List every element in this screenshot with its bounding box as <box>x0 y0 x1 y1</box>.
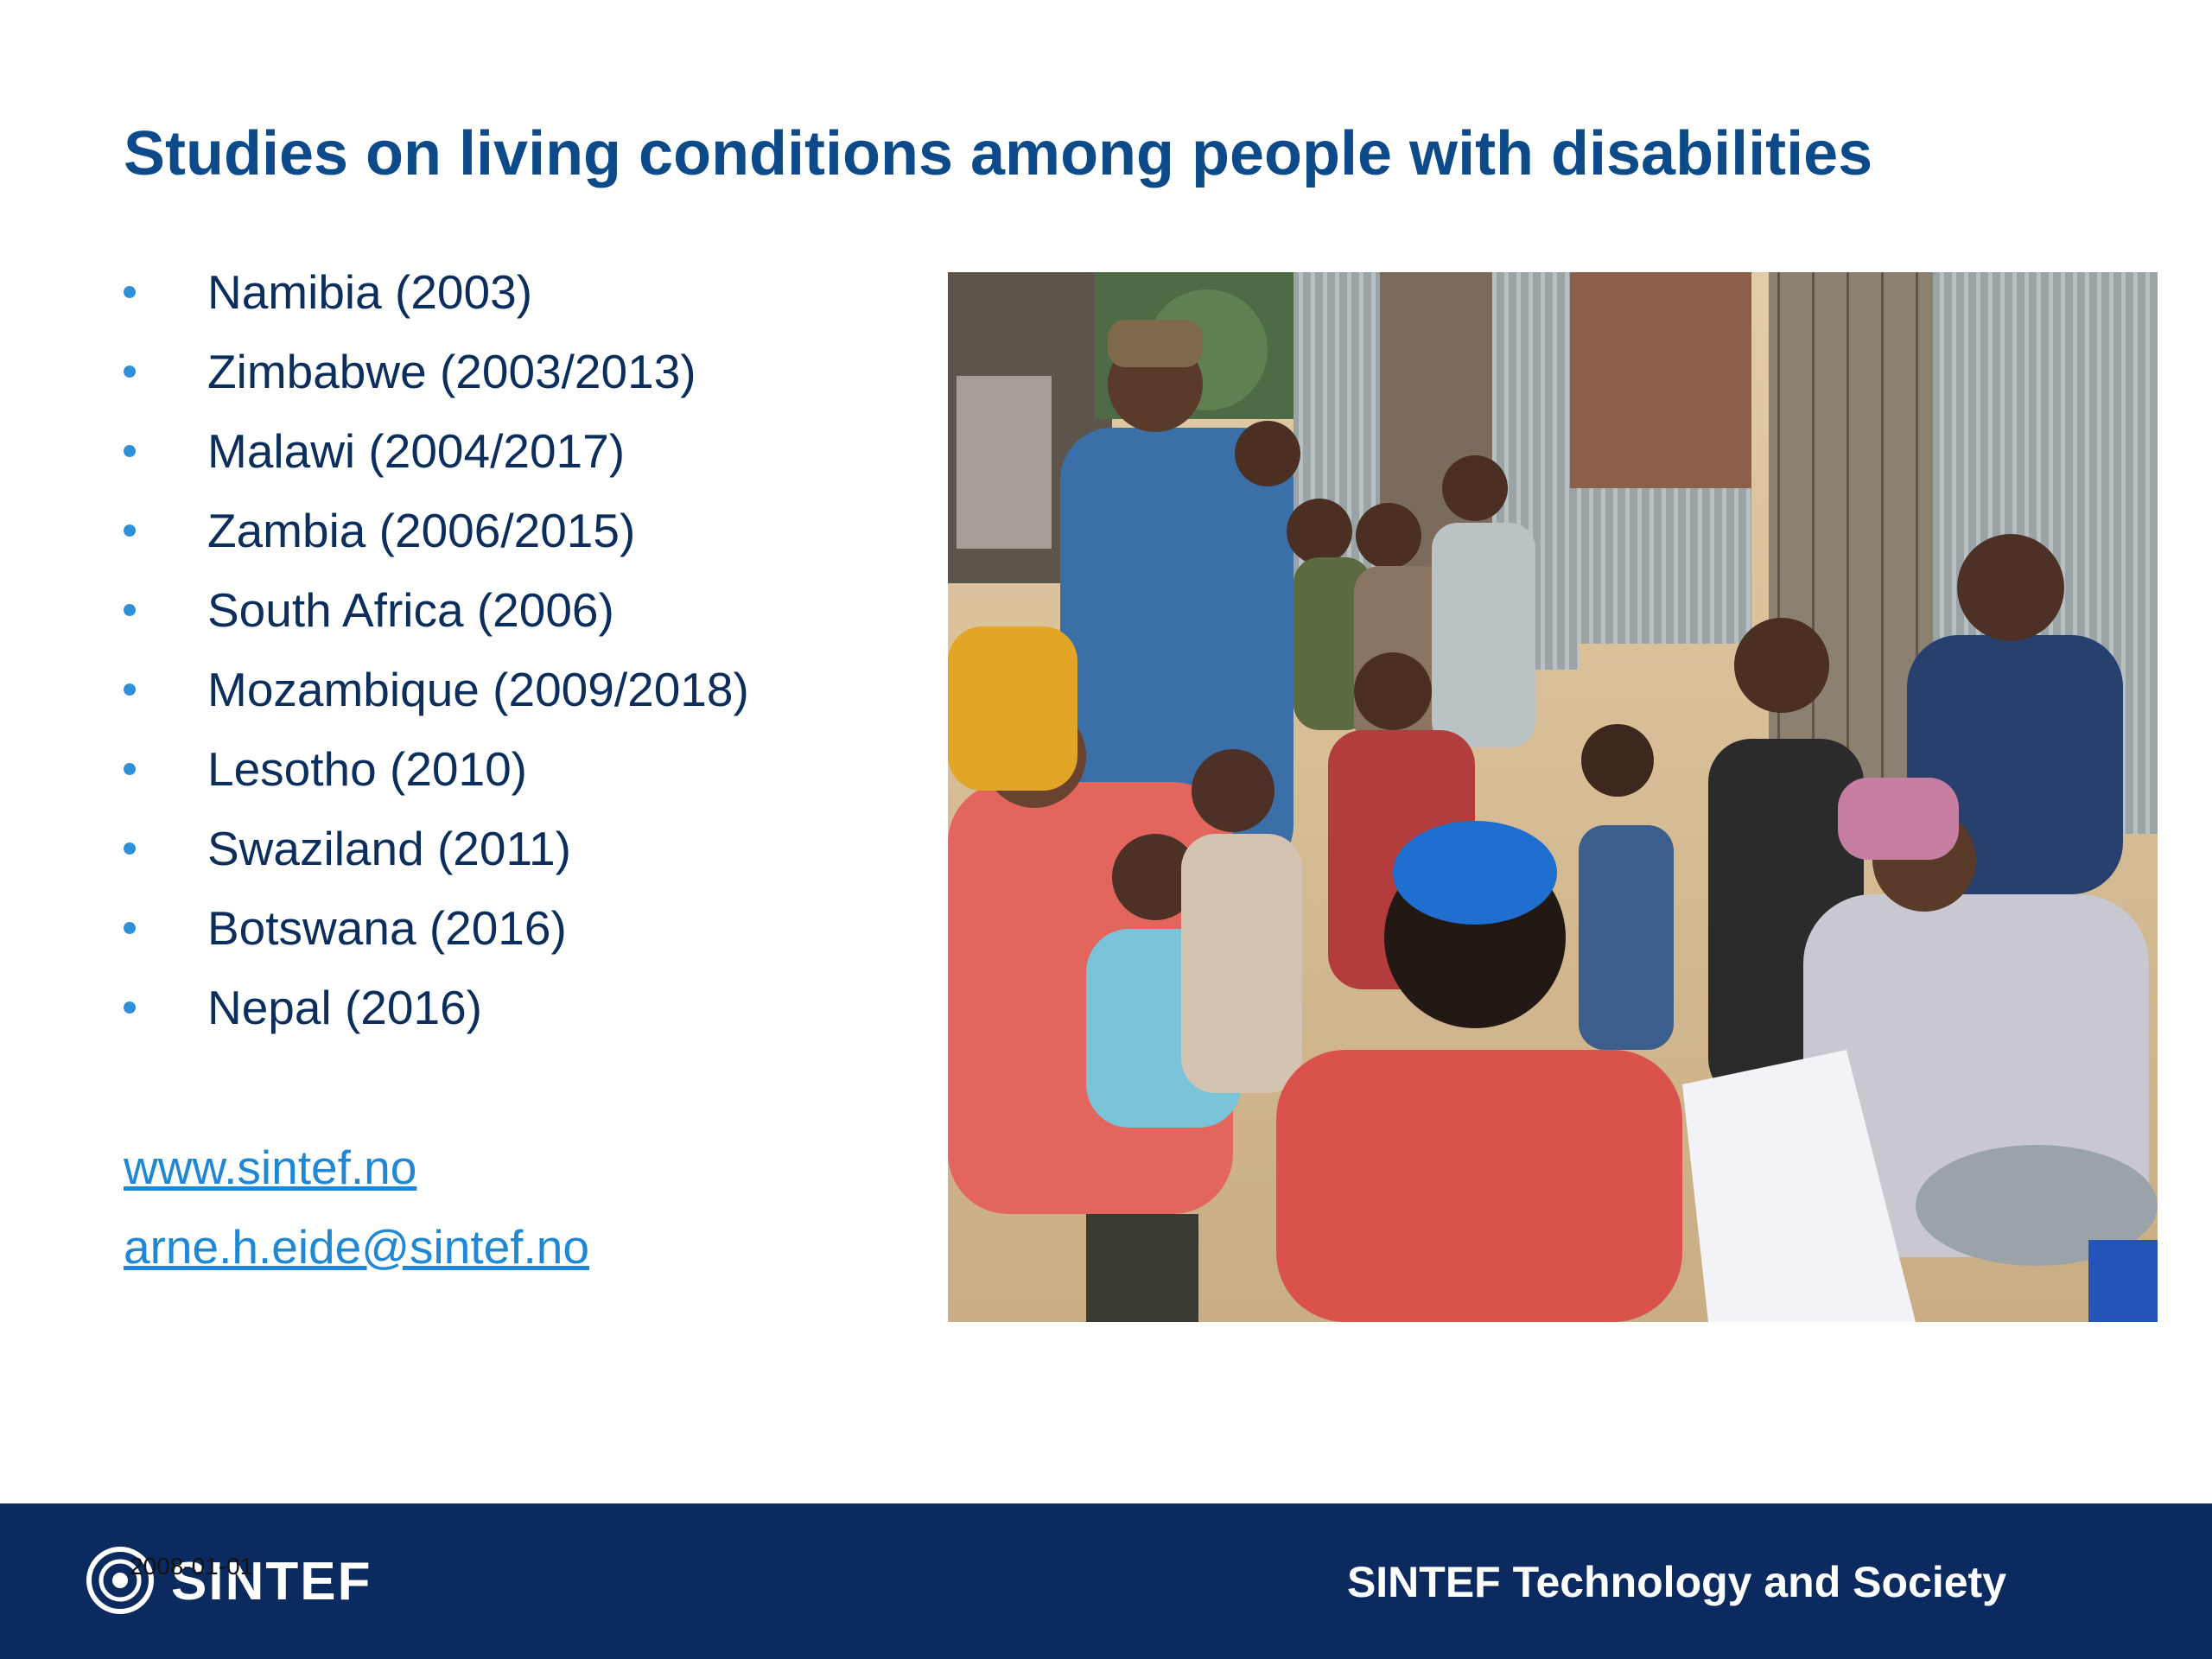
bullet-icon <box>124 763 136 775</box>
footer-bar: SINTEF 2008-01-01 SINTEF Technology and … <box>0 1503 2212 1659</box>
community-photo-illustration <box>948 272 2158 1322</box>
study-label: Nepal (2016) <box>207 981 482 1034</box>
study-label: Swaziland (2011) <box>207 822 571 875</box>
bullet-icon <box>124 524 136 537</box>
bullet-icon <box>124 922 136 934</box>
list-item: Lesotho (2010) <box>124 729 901 809</box>
community-photo <box>948 272 2158 1322</box>
sintef-globe-icon <box>86 1547 154 1614</box>
study-label: Namibia (2003) <box>207 265 533 319</box>
list-item: Mozambique (2009/2018) <box>124 650 901 729</box>
list-item: Botswana (2016) <box>124 888 901 968</box>
organization-name: SINTEF Technology and Society <box>1346 1558 2006 1606</box>
list-item: Malawi (2004/2017) <box>124 411 901 491</box>
bullet-icon <box>124 286 136 298</box>
study-label: Zimbabwe (2003/2013) <box>207 345 696 398</box>
logo-text: SINTEF <box>171 1552 372 1611</box>
contact-links: www.sintef.no arne.h.eide@sintef.no <box>124 1128 589 1287</box>
bullet-icon <box>124 445 136 457</box>
bullet-icon <box>124 1001 136 1014</box>
bullet-icon <box>124 683 136 696</box>
list-item: Zambia (2006/2015) <box>124 491 901 570</box>
website-link[interactable]: www.sintef.no <box>124 1141 417 1194</box>
study-label: Malawi (2004/2017) <box>207 424 626 478</box>
footer-date: 2008-01-01 <box>130 1553 254 1580</box>
study-label: Mozambique (2009/2018) <box>207 663 749 716</box>
slide-title: Studies on living conditions among peopl… <box>124 119 1873 188</box>
bullet-icon <box>124 365 136 378</box>
study-label: South Africa (2006) <box>207 583 614 637</box>
email-link[interactable]: arne.h.eide@sintef.no <box>124 1220 589 1274</box>
list-item: Zimbabwe (2003/2013) <box>124 332 901 411</box>
list-item: South Africa (2006) <box>124 570 901 650</box>
bullet-icon <box>124 842 136 855</box>
list-item: Swaziland (2011) <box>124 809 901 888</box>
study-label: Botswana (2016) <box>207 901 567 955</box>
study-label: Zambia (2006/2015) <box>207 504 636 557</box>
list-item: Nepal (2016) <box>124 968 901 1047</box>
bullet-icon <box>124 604 136 616</box>
list-item: Namibia (2003) <box>124 252 901 332</box>
study-label: Lesotho (2010) <box>207 742 527 796</box>
studies-list: Namibia (2003) Zimbabwe (2003/2013) Mala… <box>124 252 901 1047</box>
sintef-logo: SINTEF <box>85 1545 430 1619</box>
